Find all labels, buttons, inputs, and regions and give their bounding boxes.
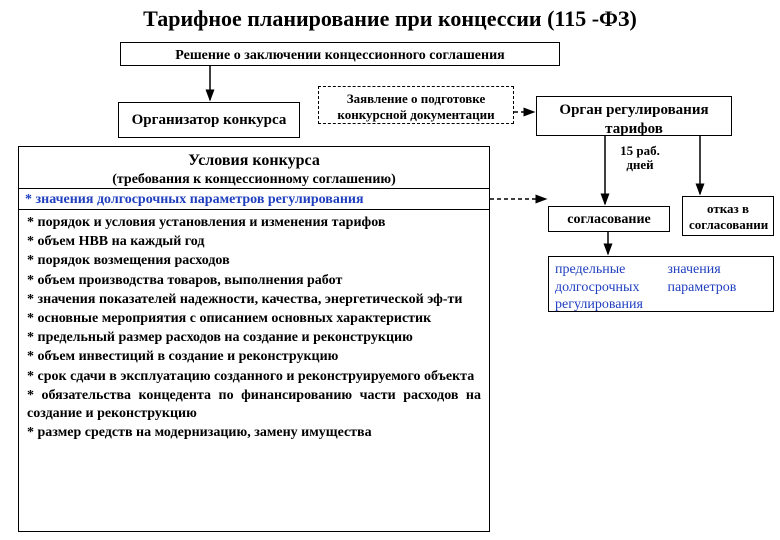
refusal-line2: согласовании xyxy=(689,217,768,232)
box-approval: согласование xyxy=(548,206,670,232)
maxvals-l2: значения xyxy=(667,262,720,277)
box-regulator: Орган регулирования тарифов xyxy=(536,96,732,136)
label-days: 15 раб. дней xyxy=(610,144,670,173)
box-maxvalues: предельные значения долгосрочных парамет… xyxy=(548,256,774,312)
conditions-sub: (требования к концессионному соглашению) xyxy=(112,172,396,187)
condition-item: * порядок возмещения расходов xyxy=(27,252,481,270)
conditions-title: Условия конкурса xyxy=(188,152,320,169)
condition-item: * объем производства товаров, выполнения… xyxy=(27,272,481,290)
decision-text: Решение о заключении концессионного согл… xyxy=(175,48,504,63)
condition-item: * основные мероприятия с описанием основ… xyxy=(27,310,481,328)
condition-item: * обязательства концедента по финансиров… xyxy=(27,387,481,423)
condition-item: * срок сдачи в эксплуатацию созданного и… xyxy=(27,368,481,386)
box-highlight: * значения долгосрочных параметров регул… xyxy=(18,188,490,210)
maxvals-l4: параметров xyxy=(667,280,736,295)
maxvals-l1: предельные xyxy=(555,262,625,277)
box-conditions-list: * порядок и условия установления и измен… xyxy=(18,210,490,532)
regulator-line1: Орган регулирования xyxy=(559,102,708,118)
days-line1: 15 раб. xyxy=(620,143,660,158)
organizer-text: Организатор конкурса xyxy=(132,111,287,130)
condition-item: * предельный размер расходов на создание… xyxy=(27,329,481,347)
highlight-text: * значения долгосрочных параметров регул… xyxy=(25,192,364,207)
refusal-line1: отказ в xyxy=(707,201,749,216)
box-decision: Решение о заключении концессионного согл… xyxy=(120,42,560,66)
box-refusal: отказ в согласовании xyxy=(682,196,774,236)
page-title: Тарифное планирование при концессии (115… xyxy=(0,0,780,36)
condition-item: * порядок и условия установления и измен… xyxy=(27,214,481,232)
box-organizer: Организатор конкурса xyxy=(118,102,300,138)
maxvals-l5: регулирования xyxy=(555,297,643,312)
days-line2: дней xyxy=(626,157,653,172)
condition-item: * объем НВВ на каждый год xyxy=(27,233,481,251)
condition-item: * размер средств на модернизацию, замену… xyxy=(27,424,481,442)
approval-text: согласование xyxy=(567,212,651,227)
statement-line2: конкурсной документации xyxy=(337,107,494,122)
box-statement: Заявление о подготовке конкурсной докуме… xyxy=(318,86,514,124)
condition-item: * значения показателей надежности, качес… xyxy=(27,291,481,309)
regulator-line2: тарифов xyxy=(605,121,663,137)
condition-item: * объем инвестиций в создание и реконстр… xyxy=(27,348,481,366)
box-conditions-header: Условия конкурса (требования к концессио… xyxy=(18,146,490,188)
maxvals-l3: долгосрочных xyxy=(555,280,639,295)
statement-line1: Заявление о подготовке xyxy=(347,91,486,106)
conditions-list: * порядок и условия установления и измен… xyxy=(27,214,481,442)
